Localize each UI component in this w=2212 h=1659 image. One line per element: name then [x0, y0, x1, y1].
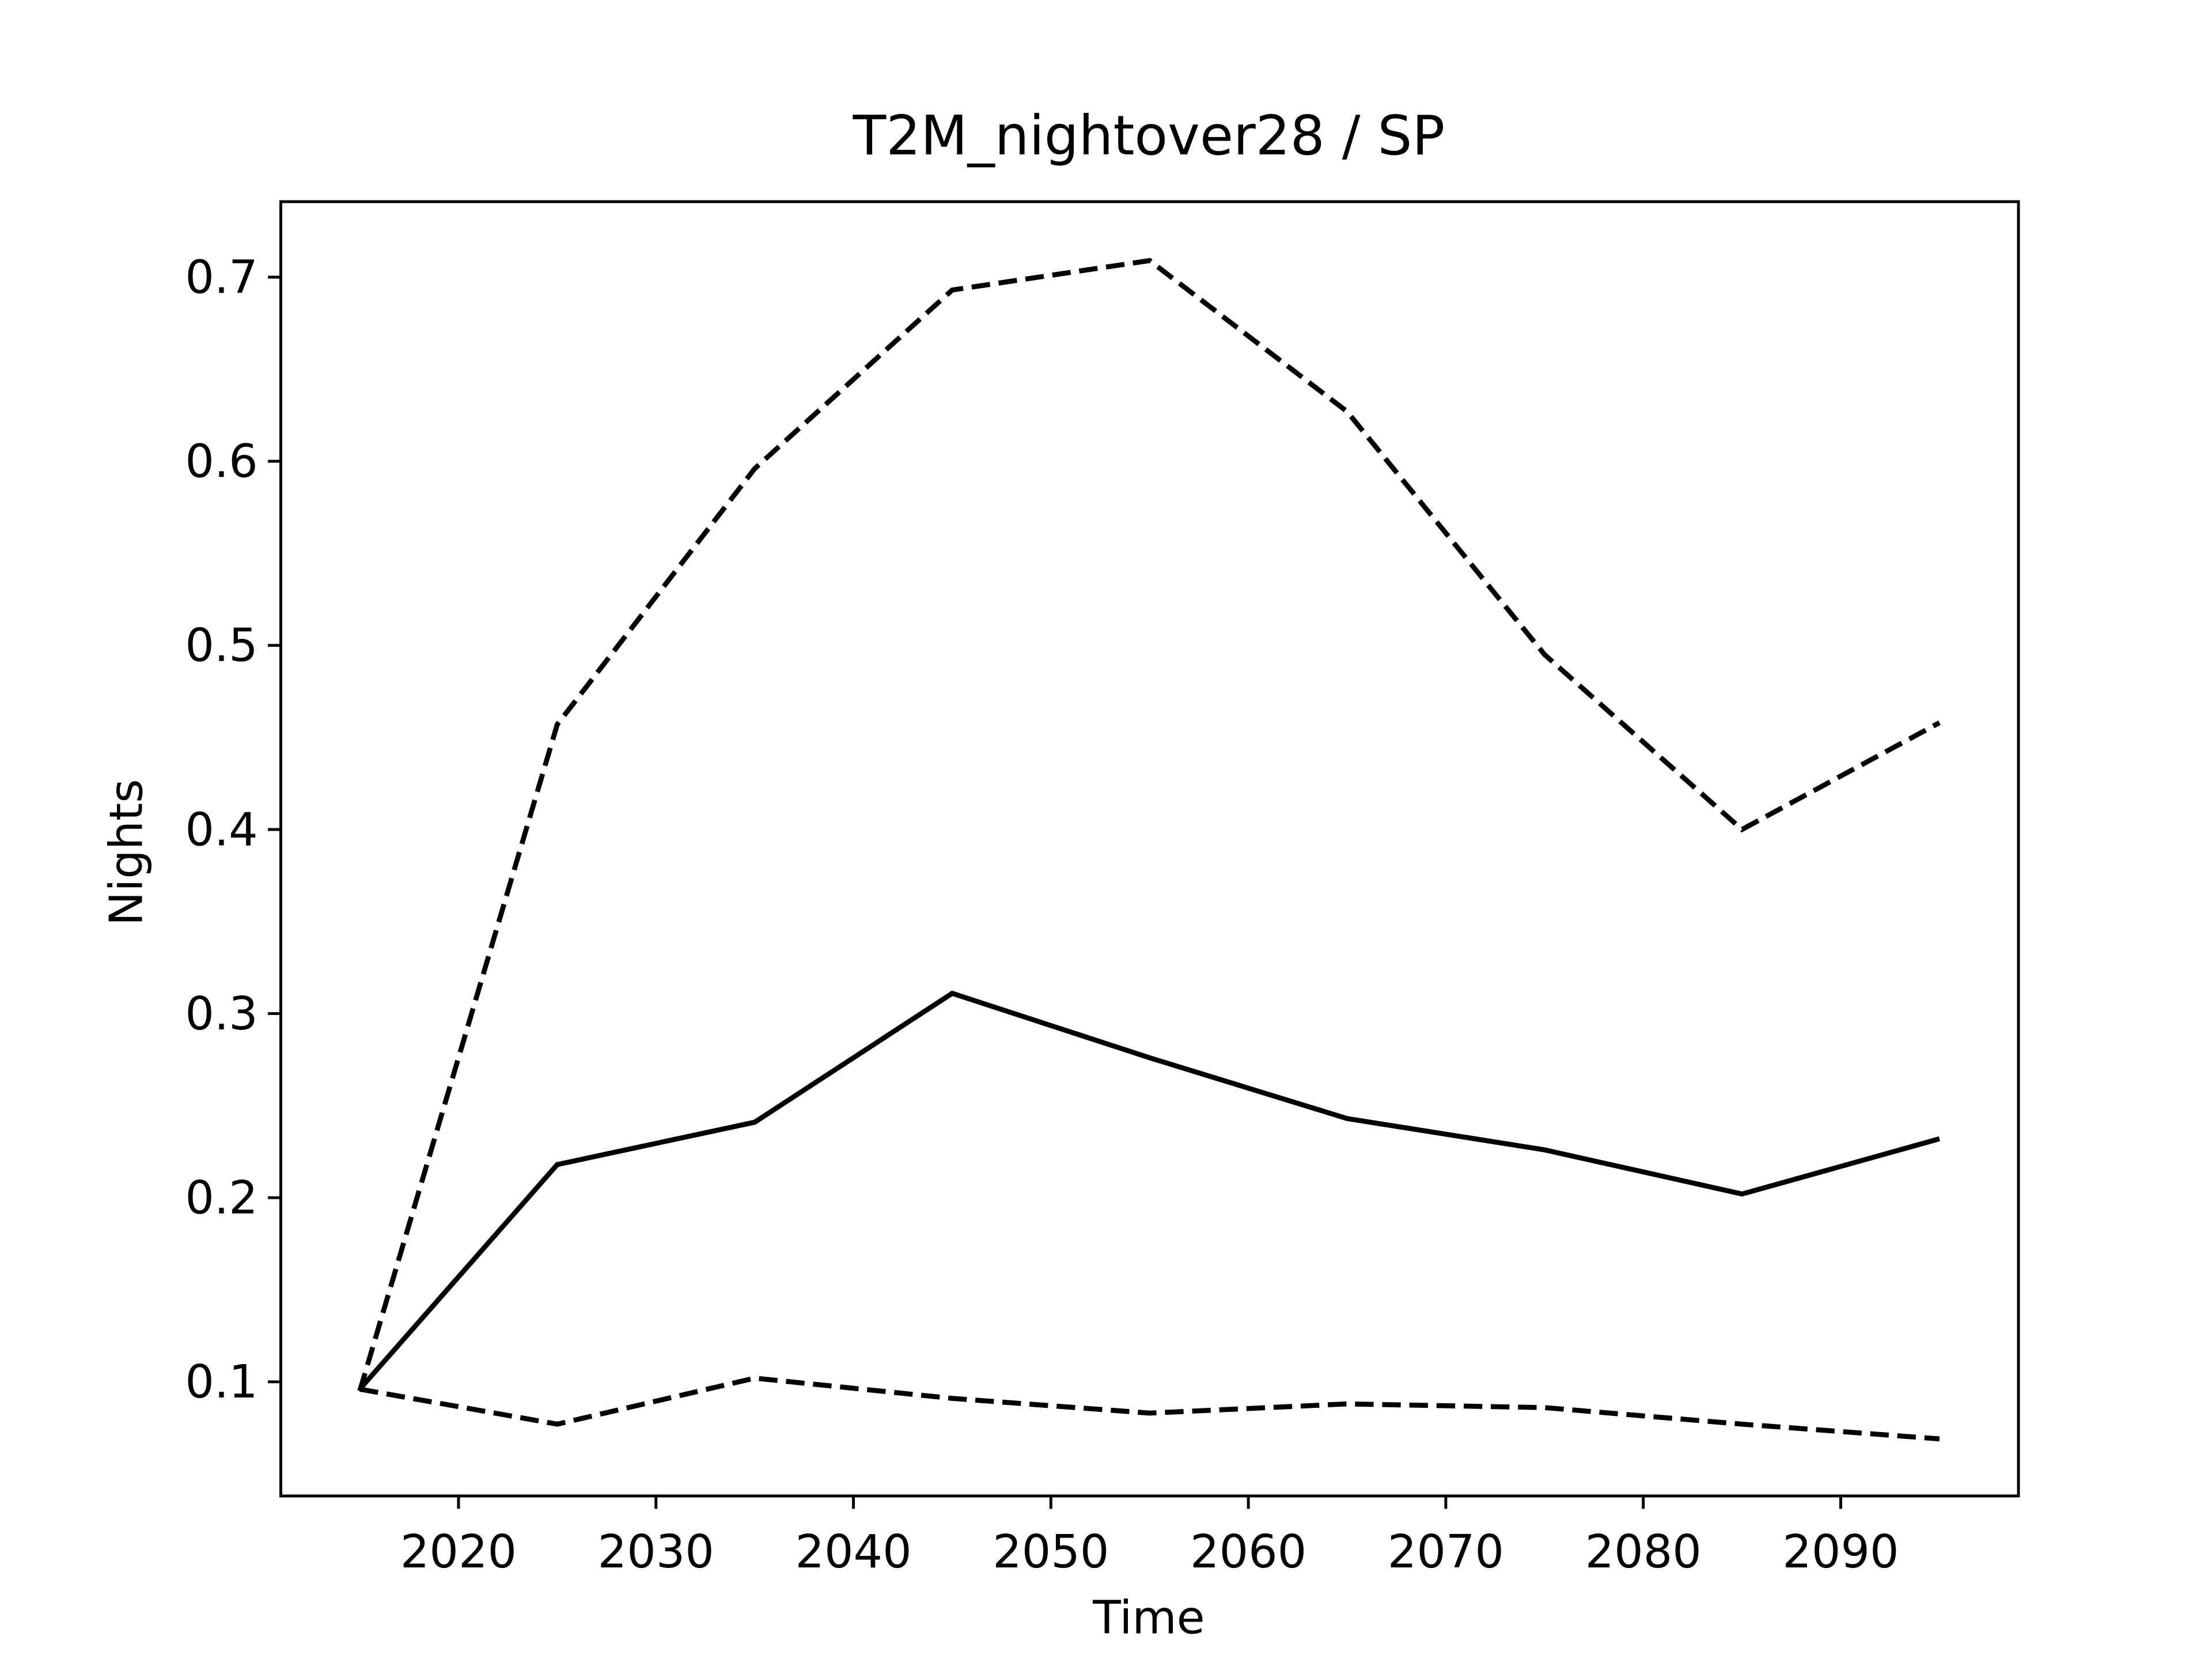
- series-line: [357, 257, 1941, 1392]
- x-tick-label: 2060: [1190, 1525, 1306, 1578]
- x-axis-label: Time: [1092, 1590, 1205, 1644]
- x-tick-label: 2020: [400, 1525, 517, 1578]
- x-tick-label: 2080: [1585, 1525, 1702, 1578]
- y-tick-label: 0.7: [185, 250, 257, 304]
- x-tick-label: 2040: [795, 1525, 911, 1578]
- x-tick-label: 2090: [1782, 1525, 1899, 1578]
- y-tick-label: 0.5: [185, 619, 257, 672]
- series-line: [358, 990, 1941, 1391]
- series-line: [359, 1376, 1940, 1442]
- y-tick-label: 0.6: [185, 434, 257, 488]
- y-tick-label: 0.3: [185, 987, 257, 1040]
- plot-frame: [279, 200, 2020, 1498]
- y-axis-label: Nights: [100, 779, 153, 926]
- y-tick-label: 0.4: [185, 802, 257, 856]
- y-tick-label: 0.2: [185, 1171, 257, 1224]
- x-tick-label: 2070: [1388, 1525, 1504, 1578]
- chart-title: T2M_nightover28 / SP: [853, 104, 1445, 168]
- x-tick-label: 2030: [598, 1525, 714, 1578]
- y-tick-label: 0.1: [185, 1355, 257, 1408]
- x-tick-label: 2050: [993, 1525, 1109, 1578]
